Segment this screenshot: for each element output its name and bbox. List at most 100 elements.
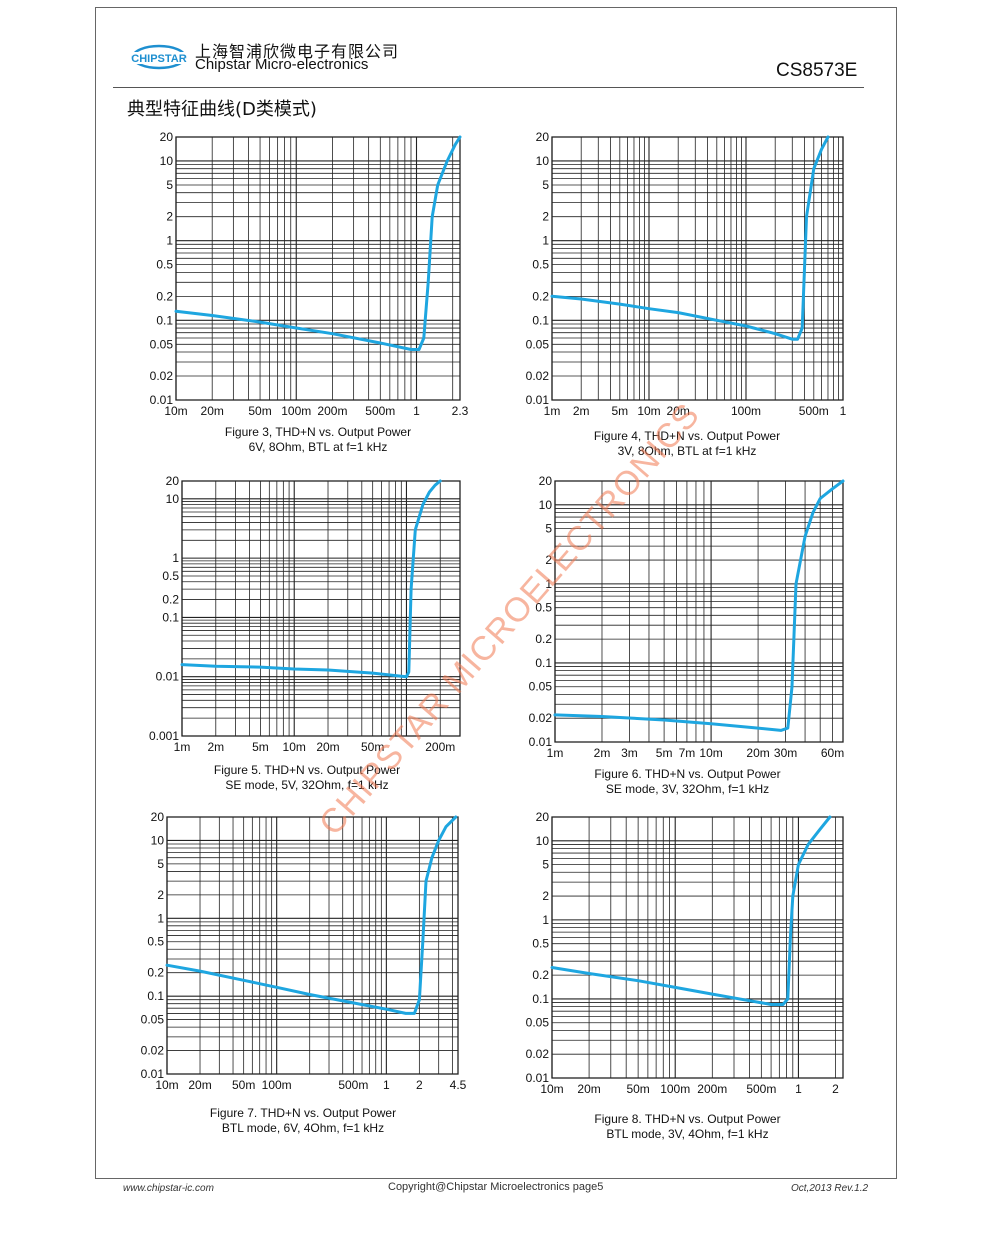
- caption-fig4-line1: Figure 4, THD+N vs. Output Power: [593, 429, 781, 443]
- chart-fig5-svg: 1m 2m 5m 10m 20m 50m 200m 0.001 0.01 0.1 0.2 0.5 1 10…: [149, 474, 461, 754]
- x-tick-label: 3m: [621, 746, 638, 760]
- x-tick-label: 20m: [316, 740, 339, 754]
- caption-fig6: Figure 6. THD+N vs. Output Power SE mode…: [555, 767, 820, 797]
- chipstar-logo: CHIPSTAR: [131, 44, 187, 70]
- series-line-thd: [180, 479, 442, 679]
- y-tick-label: 1: [542, 234, 549, 248]
- y-tick-label: 0.2: [535, 632, 552, 646]
- caption-fig6-line1: Figure 6. THD+N vs. Output Power: [594, 767, 781, 781]
- x-tick-label: 5m: [611, 404, 628, 418]
- plot-frame: [181, 480, 461, 737]
- company-name-cn: 上海智浦欣微电子有限公司: [195, 42, 400, 61]
- x-tick-label: 1m: [544, 404, 561, 418]
- y-tick-label: 0.1: [532, 313, 549, 327]
- caption-fig7: Figure 7. THD+N vs. Output Power BTL mod…: [178, 1106, 428, 1136]
- caption-fig3-line2: 6V, 8Ohm, BTL at f=1 kHz: [248, 440, 388, 454]
- y-tick-label: 1: [542, 913, 549, 927]
- x-tick-label: 10m: [699, 746, 722, 760]
- y-tick-label: 5: [166, 178, 173, 192]
- y-tick-label: 20: [536, 810, 550, 824]
- x-tick-label: 1: [413, 404, 420, 418]
- y-tick-label: 2: [542, 210, 549, 224]
- x-tick-label: 200m: [425, 740, 455, 754]
- header-divider: [113, 87, 864, 88]
- y-tick-label: 2: [157, 888, 164, 902]
- y-tick-label: 0.2: [147, 966, 164, 980]
- y-tick-label: 20: [539, 474, 553, 488]
- plot-frame: [551, 816, 844, 1079]
- y-tick-label: 0.5: [532, 937, 549, 951]
- x-tick-label: 1m: [547, 746, 564, 760]
- y-tick-label: 0.2: [532, 968, 549, 982]
- y-tick-label: 0.2: [156, 289, 173, 303]
- y-tick-label: 0.01: [526, 393, 550, 407]
- y-tick-label: 0.2: [532, 289, 549, 303]
- caption-fig4: Figure 4, THD+N vs. Output Power 3V, 8Oh…: [552, 429, 822, 459]
- company-name-en: Chipstar Micro-electronics: [195, 56, 369, 73]
- x-tick-label: 50m: [626, 1082, 649, 1096]
- y-tick-label: 10: [166, 492, 180, 506]
- x-tick-label: 5m: [252, 740, 269, 754]
- y-tick-label: 20: [536, 130, 550, 144]
- chart-fig6: 1m 2m 3m 5m 7m 10m 20m 30m 60m 0.01 0.02 0.05 0.1 0.2…: [529, 474, 845, 760]
- y-tick-label: 0.02: [529, 711, 553, 725]
- y-tick-label: 10: [151, 833, 165, 847]
- y-tick-label: 0.02: [141, 1044, 165, 1058]
- y-tick-label: 1: [157, 911, 164, 925]
- y-tick-label: 0.05: [141, 1013, 165, 1027]
- series-line-thd: [550, 815, 832, 1006]
- x-tick-label: 2: [832, 1082, 839, 1096]
- series-line-thd: [174, 135, 462, 351]
- caption-fig8-line2: BTL mode, 3V, 4Ohm, f=1 kHz: [606, 1127, 769, 1141]
- x-tick-label: 1m: [174, 740, 191, 754]
- y-tick-label: 0.05: [526, 1016, 550, 1030]
- footer-url: www.chipstar-ic.com: [123, 1183, 214, 1194]
- caption-fig5: Figure 5. THD+N vs. Output Power SE mode…: [182, 763, 432, 793]
- x-tick-label: 1: [383, 1078, 390, 1092]
- chart-fig5: 1m 2m 5m 10m 20m 50m 200m 0.001 0.01 0.1 0.2 0.5 1 10…: [149, 474, 461, 754]
- y-tick-label: 1: [172, 551, 179, 565]
- chart-fig4-svg: 1m 2m 5m 10m 20m 100m 500m 1 0.01 0.02 0.05 0.1 0.2 0…: [526, 130, 847, 418]
- x-tick-label: 20m: [577, 1082, 600, 1096]
- caption-fig4-line2: 3V, 8Ohm, BTL at f=1 kHz: [617, 444, 757, 458]
- x-tick-label: 7m: [679, 746, 696, 760]
- x-tick-label: 10m: [637, 404, 660, 418]
- y-tick-label: 1: [166, 234, 173, 248]
- y-tick-label: 5: [545, 522, 552, 536]
- caption-fig8: Figure 8. THD+N vs. Output Power BTL mod…: [555, 1112, 820, 1142]
- chart-fig8-svg: 10m 20m 50m 100m 200m 500m 1 2 0.01 0.02 0.05 0.1 0.…: [526, 810, 844, 1096]
- plot-frame: [175, 136, 461, 401]
- y-tick-label: 0.1: [147, 989, 164, 1003]
- y-tick-label: 20: [166, 474, 180, 488]
- x-tick-label: 100m: [262, 1078, 292, 1092]
- y-tick-label: 0.02: [150, 369, 174, 383]
- x-tick-label: 20m: [201, 404, 224, 418]
- x-tick-label: 60m: [821, 746, 844, 760]
- y-tick-label: 0.01: [156, 670, 180, 684]
- y-tick-label: 0.05: [526, 337, 550, 351]
- x-tick-label: 10m: [540, 1082, 563, 1096]
- chart-fig7: 10m 20m 50m 100m 500m 1 2 4.5 0.01 0.02 0.05 0.1 0.2…: [141, 810, 467, 1092]
- y-tick-label: 0.5: [535, 601, 552, 615]
- y-tick-label: 0.001: [149, 729, 179, 743]
- y-tick-label: 0.5: [532, 258, 549, 272]
- chart-fig3: 10m 20m 50m 100m 200m 500m 1 2.3 0.01 0.02 0.05 0.1…: [150, 130, 469, 418]
- x-tick-label: 20m: [746, 746, 769, 760]
- series-line-thd: [165, 815, 458, 1015]
- y-tick-label: 0.1: [532, 992, 549, 1006]
- x-tick-label: 30m: [774, 746, 797, 760]
- x-tick-label: 500m: [338, 1078, 368, 1092]
- chart-fig8: 10m 20m 50m 100m 200m 500m 1 2 0.01 0.02 0.05 0.1 0.…: [526, 810, 844, 1096]
- footer-revision: Oct,2013 Rev.1.2: [791, 1183, 869, 1194]
- caption-fig7-line2: BTL mode, 6V, 4Ohm, f=1 kHz: [221, 1121, 385, 1135]
- y-tick-label: 0.2: [162, 593, 179, 607]
- y-tick-label: 0.5: [156, 258, 173, 272]
- y-tick-label: 0.02: [526, 369, 550, 383]
- chart-fig3-svg: 10m 20m 50m 100m 200m 500m 1 2.3 0.01 0.02 0.05 0.1…: [150, 130, 469, 418]
- x-tick-label: 10m: [283, 740, 306, 754]
- y-tick-label: 0.01: [529, 735, 553, 749]
- section-title: 典型特征曲线(D类模式): [127, 99, 317, 120]
- x-tick-label: 500m: [746, 1082, 776, 1096]
- x-tick-label: 10m: [155, 1078, 178, 1092]
- y-tick-label: 20: [160, 130, 174, 144]
